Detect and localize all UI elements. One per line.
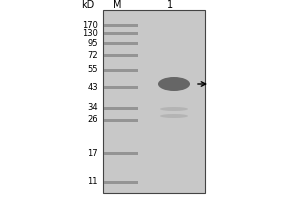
- Ellipse shape: [160, 107, 188, 111]
- Bar: [104, 118, 138, 121]
- Bar: [104, 106, 138, 110]
- Text: 95: 95: [88, 38, 98, 47]
- Text: 130: 130: [82, 28, 98, 38]
- Text: 72: 72: [87, 50, 98, 60]
- Bar: [104, 31, 138, 34]
- Bar: [103, 10, 205, 193]
- Text: 1: 1: [167, 0, 173, 10]
- Bar: [104, 152, 138, 154]
- Bar: [104, 180, 138, 184]
- Text: 55: 55: [88, 66, 98, 74]
- Ellipse shape: [160, 114, 188, 118]
- Text: 34: 34: [87, 104, 98, 112]
- Bar: [104, 68, 138, 72]
- Bar: [104, 53, 138, 56]
- Text: 26: 26: [87, 116, 98, 124]
- Text: 43: 43: [87, 82, 98, 92]
- Text: 17: 17: [87, 148, 98, 158]
- Ellipse shape: [158, 77, 190, 91]
- Bar: [104, 23, 138, 26]
- Text: M: M: [113, 0, 121, 10]
- Bar: [104, 42, 138, 45]
- Bar: [104, 86, 138, 88]
- Text: kD: kD: [81, 0, 94, 10]
- Text: 170: 170: [82, 21, 98, 29]
- Text: 11: 11: [88, 178, 98, 186]
